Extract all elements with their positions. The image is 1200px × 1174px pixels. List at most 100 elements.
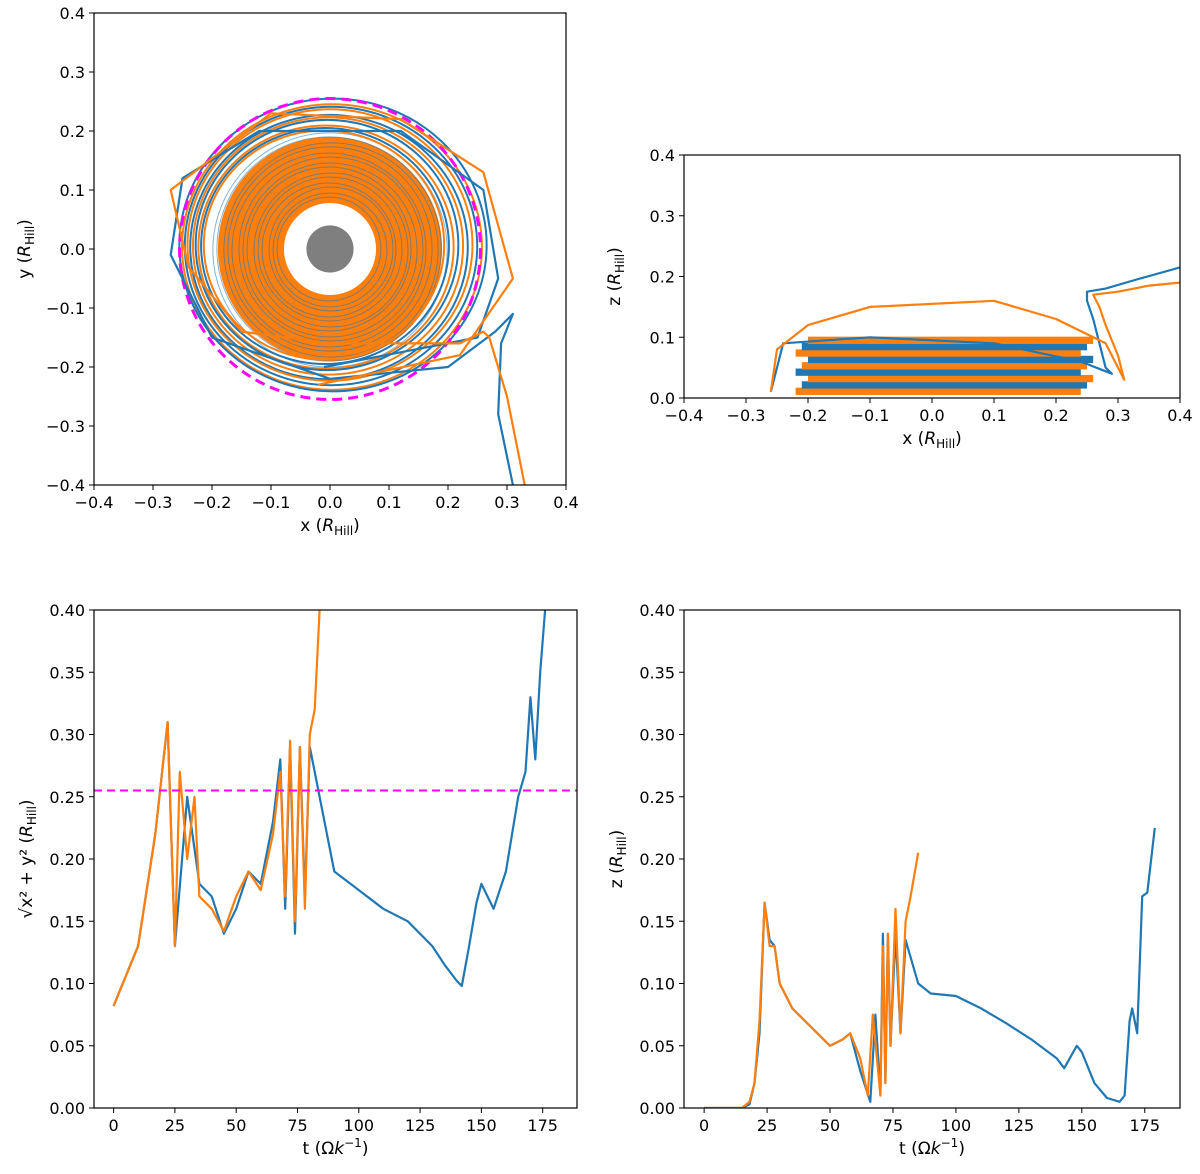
panel-xy: −0.4 −0.3 −0.2 −0.1 0.0 0.1 0.2 0.3 0.4 −0.4 −0.3 −… [15,4,579,538]
series-blue [769,266,1180,393]
x-tick-label: 0.3 [494,493,519,512]
y-tick-label: 0.20 [49,850,85,869]
x-tick-label: −0.2 [789,406,828,425]
x-tick-label: 0.4 [1167,406,1192,425]
orbit-ring [242,162,418,338]
orbit-band [801,343,1087,351]
x-tick-label: 0.0 [919,406,944,425]
y-tick-label: 0.30 [639,726,675,745]
y-tick-label: 0.35 [639,663,675,682]
y-tick-label: 0.00 [639,1099,675,1118]
orbit-loop [197,124,455,370]
x-tick-label: −0.3 [134,493,173,512]
series-blue [704,827,1156,1108]
y-tick-label: 0.30 [49,726,85,745]
y-tick-label: 0.25 [639,788,675,807]
y-axis-label: z (RHill) [605,247,627,305]
y-axis-label: z (RHill) [607,830,629,888]
orbit-loop [181,103,483,391]
x-tick-label: −0.1 [252,493,291,512]
x-tick-label: 100 [344,1116,375,1135]
x-tick-label: −0.4 [665,406,704,425]
series-orange [112,610,321,1007]
x-tick-label: 0.0 [317,493,342,512]
x-tick-label: −0.4 [75,493,114,512]
y-tick-label: 0.2 [650,268,675,287]
x-tick-label: 75 [883,1116,903,1135]
y-tick-label: 0.4 [60,4,85,23]
y-tick-label: 0.35 [49,663,85,682]
plot-area-rt [94,610,577,1007]
orbit-ring [261,182,397,318]
orbit-loop [200,127,450,365]
x-tick-label: 75 [287,1116,307,1135]
y-tick-label: −0.1 [46,299,85,318]
y-tick-label: 0.10 [639,975,675,994]
x-axis-label: t (Ωk−1) [899,1136,965,1159]
x-tick-label: 50 [226,1116,246,1135]
series-orange [704,852,920,1108]
y-axis-label: √x² + y² (RHill) [17,799,39,918]
x-tick-label: 0 [109,1116,119,1135]
orbit-loop [183,105,479,387]
orbit-loop [194,118,460,372]
orbit-band [795,368,1081,376]
y-axis-label: y (RHill) [15,219,37,279]
plot-area-xy [169,97,526,485]
y-tick-label: 0.25 [49,788,85,807]
panel-zt: 0 25 50 75 100 125 150 175 0.00 0.05 0.10 0.15 0.20 0… [607,601,1181,1159]
series-blue [169,129,515,485]
orbit-ring [276,196,382,302]
orbit-ring [231,152,427,348]
x-tick-label: 0.2 [435,493,460,512]
axes-frame [93,609,578,1109]
orbit-band [808,374,1094,383]
y-tick-label: 0.40 [49,601,85,620]
y-tick-label: −0.3 [46,417,85,436]
reference-circle [178,97,482,401]
y-tick-label: 0.0 [650,389,675,408]
y-tick-label: 0.3 [60,63,85,82]
orbit-loop [191,116,465,376]
y-tick-label: 0.2 [60,122,85,141]
y-tick-label: 0.1 [650,328,675,347]
orbit-ring [238,156,424,342]
x-tick-label: 0.3 [1105,406,1130,425]
orbit-ring [227,146,433,352]
orbit-ring [257,176,403,322]
y-tick-label: 0.20 [639,850,675,869]
x-tick-label: 150 [466,1116,497,1135]
x-axis-label: x (RHill) [300,516,360,538]
x-tick-label: 125 [405,1116,436,1135]
orbit-ring [212,132,448,368]
y-tick-label: 0.05 [49,1037,85,1056]
series-orange [169,112,526,485]
y-tick-label: 0.00 [49,1099,85,1118]
y-tick-label: 0.15 [639,912,675,931]
orbit-ring [246,166,412,332]
x-axis-label: x (RHill) [902,429,962,451]
y-tick-label: 0.4 [650,146,675,165]
panel-xz: −0.4 −0.3 −0.2 −0.1 0.0 0.1 0.2 0.3 0.4 0.0 0.1 0.2… [605,146,1193,451]
y-tick-label: −0.2 [46,358,85,377]
panel-rt: 0 25 50 75 100 125 150 175 0.00 0.05 0.10 0.15 0.20 0… [17,601,578,1159]
x-axis-label: t (Ωk−1) [303,1136,369,1159]
y-tick-label: 0.3 [650,207,675,226]
y-tick-label: 0.40 [639,601,675,620]
orbit-ring [216,136,442,362]
planet-disk [306,225,354,273]
y-tick-label: 0.1 [60,181,85,200]
x-tick-label: 0.4 [553,493,578,512]
orbit-ring [253,172,409,328]
x-tick-label: 0.1 [376,493,401,512]
orbit-band [801,362,1087,370]
orbit-loop [186,108,474,382]
x-tick-label: −0.3 [727,406,766,425]
x-tick-label: 175 [1129,1116,1160,1135]
x-tick-label: 175 [527,1116,558,1135]
y-tick-label: 0.15 [49,912,85,931]
y-tick-label: −0.4 [46,476,85,495]
x-tick-label: 0 [699,1116,709,1135]
x-tick-label: 150 [1067,1116,1098,1135]
